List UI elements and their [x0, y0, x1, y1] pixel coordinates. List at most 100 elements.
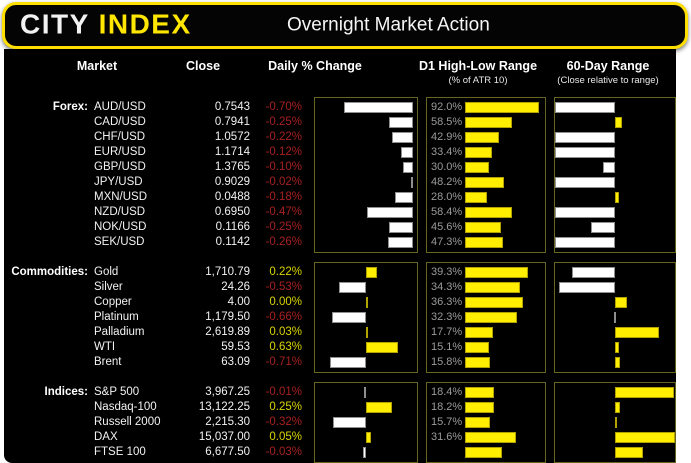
- d1-range-bar: [465, 222, 502, 233]
- daily-chart-row: [315, 220, 417, 235]
- header-capsule: CITY INDEX Overnight Market Action: [2, 2, 688, 49]
- column-header-range60: 60-Day Range: [566, 59, 650, 73]
- range60-chart-row: [555, 325, 675, 340]
- d1-chart-row: 58.4%: [427, 205, 545, 220]
- section-label: [4, 220, 88, 235]
- d1-range-chart: 18.4% 18.2% 15.7% 31.6%: [426, 382, 546, 463]
- daily-change-bar: [344, 102, 414, 113]
- daily-change-bar: [366, 327, 368, 338]
- daily-change-bar: [401, 147, 414, 158]
- d1-range-bar: [465, 237, 503, 248]
- close-value: 0.1166: [215, 221, 250, 233]
- d1-pct-label: 31.6%: [431, 431, 463, 443]
- market-name: Gold: [94, 266, 119, 278]
- d1-range-bar: [465, 342, 490, 353]
- d1-range-bar: [465, 297, 524, 308]
- daily-change-bar: [366, 402, 392, 413]
- daily-pct-value: 0.22%: [269, 266, 302, 278]
- close-value: 1.3765: [214, 161, 250, 173]
- range60-chart-row: [555, 265, 675, 280]
- range60-bar: [591, 222, 615, 233]
- daily-chart-row: [315, 205, 417, 220]
- d1-pct-label: 48.2%: [431, 176, 463, 188]
- range60-chart-row: [555, 295, 675, 310]
- d1-pct-label: 17.7%: [431, 326, 463, 338]
- d1-pct-label: 92.0%: [431, 101, 463, 113]
- d1-chart-row: 31.6%: [427, 430, 545, 445]
- section-label: [4, 175, 88, 190]
- daily-pct-value: -0.26%: [265, 236, 302, 248]
- close-value: 0.1142: [215, 236, 250, 248]
- range60-chart: [554, 262, 676, 373]
- d1-pct-label: 34.3%: [431, 281, 463, 293]
- range60-chart-row: [555, 220, 675, 235]
- d1-chart-row: 42.9%: [427, 130, 545, 145]
- range60-bar: [555, 207, 615, 218]
- market-name: WTI: [94, 341, 116, 353]
- range60-bar: [615, 117, 623, 128]
- daily-pct-value: -0.70%: [265, 101, 302, 113]
- daily-chart-row: [315, 190, 417, 205]
- d1-chart-row: 58.5%: [427, 115, 545, 130]
- close-value: 0.6950: [214, 206, 250, 218]
- d1-chart-row: 47.3%: [427, 235, 545, 250]
- daily-pct-value: -0.22%: [265, 131, 302, 143]
- d1-chart-row: 17.7%: [427, 325, 545, 340]
- daily-pct-column: -0.01% 0.25% -0.32% 0.05% -0.03%: [250, 382, 302, 460]
- d1-pct-label: 36.3%: [431, 296, 463, 308]
- d1-chart-row: 36.3%: [427, 295, 545, 310]
- daily-change-bar: [387, 237, 414, 248]
- daily-change-bar: [366, 207, 414, 218]
- close-value: 15,037.00: [198, 431, 250, 443]
- market-name: Palladium: [94, 326, 145, 338]
- market-section: Commodities: Gold Silver Copper Platinum Pall…: [4, 262, 676, 373]
- daily-chart-row: [315, 310, 417, 325]
- d1-chart-row: 30.0%: [427, 160, 545, 175]
- daily-pct-value: -0.53%: [265, 281, 302, 293]
- daily-pct-value: 0.63%: [269, 341, 302, 353]
- daily-change-bar: [388, 222, 414, 233]
- d1-range-bar: [465, 267, 528, 278]
- daily-pct-value: -0.66%: [265, 311, 302, 323]
- daily-chart-row: [315, 115, 417, 130]
- section-label: [4, 415, 88, 430]
- d1-pct-label: 18.2%: [431, 401, 463, 413]
- daily-chart-row: [315, 145, 417, 160]
- range60-chart-row: [555, 340, 675, 355]
- column-subheader-range60: (Close relative to range): [557, 75, 659, 86]
- range60-bar: [603, 162, 615, 173]
- market-name: S&P 500: [94, 386, 140, 398]
- range60-chart-row: [555, 400, 675, 415]
- daily-change-bar: [395, 192, 414, 203]
- d1-pct-label: 32.3%: [431, 311, 463, 323]
- daily-pct-value: 0.25%: [269, 401, 302, 413]
- market-name: MXN/USD: [94, 191, 148, 203]
- range60-bar: [615, 192, 619, 203]
- daily-pct-value: -0.47%: [265, 206, 302, 218]
- range60-bar: [615, 447, 643, 458]
- market-name: FTSE 100: [94, 446, 146, 458]
- daily-chart-row: [315, 325, 417, 340]
- daily-change-bar: [332, 312, 366, 323]
- daily-chart-row: [315, 175, 417, 190]
- d1-range-bar: [465, 192, 488, 203]
- daily-chart-row: [315, 415, 417, 430]
- range60-bar: [615, 342, 619, 353]
- close-column: 3,967.25 13,122.25 2,215.30 15,037.00 6,677.…: [158, 382, 250, 460]
- daily-pct-value: -0.32%: [265, 416, 302, 428]
- market-name: NZD/USD: [94, 206, 146, 218]
- daily-pct-value: -0.03%: [265, 446, 302, 458]
- market-name: Brent: [94, 356, 122, 368]
- market-section: Indices: S&P 500 Nasdaq-100 Russell 2000 DAX…: [4, 382, 676, 463]
- section-label: [4, 160, 88, 175]
- section-label: [4, 355, 88, 370]
- section-label: [4, 280, 88, 295]
- d1-pct-label: 33.4%: [431, 146, 463, 158]
- market-name: Copper: [94, 296, 132, 308]
- section-label: [4, 310, 88, 325]
- d1-chart-row: 92.0%: [427, 100, 545, 115]
- d1-pct-label: 45.6%: [431, 221, 463, 233]
- market-name: GBP/USD: [94, 161, 146, 173]
- d1-pct-label: 42.9%: [431, 131, 463, 143]
- range60-chart-row: [555, 280, 675, 295]
